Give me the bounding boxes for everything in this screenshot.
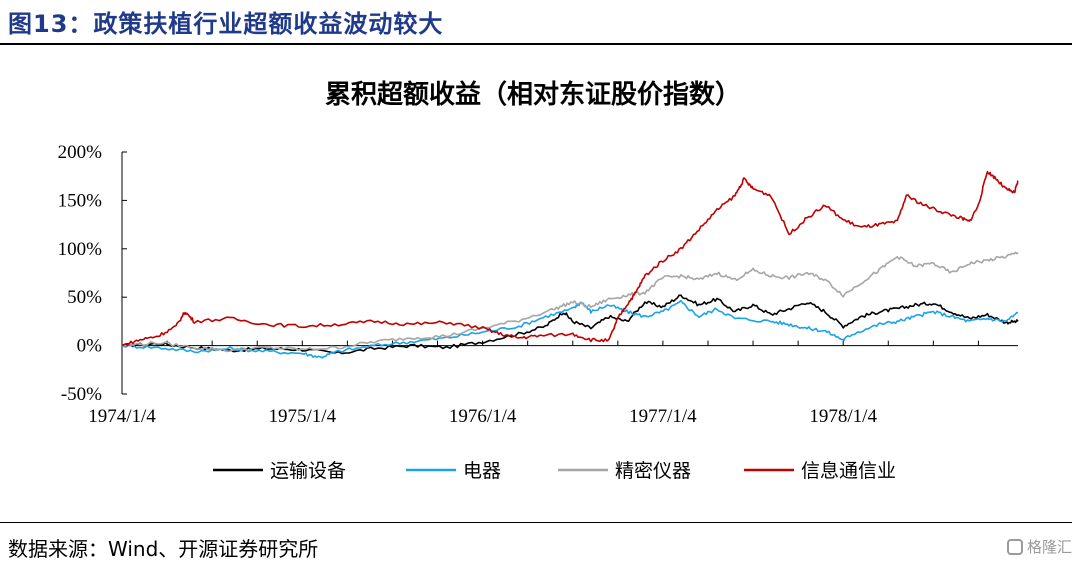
y-tick-label: 200% (58, 142, 103, 163)
x-tick-label: 1975/1/4 (269, 406, 337, 427)
bottom-divider (0, 522, 1072, 523)
x-tick-label: 1978/1/4 (809, 406, 877, 427)
legend-label: 电器 (463, 460, 501, 482)
chart-axes: 200% 150% 100% 50% 0% -50%1974/1/4 1975/1/4 197… (58, 142, 1018, 427)
figure-heading: 图13：政策扶植行业超额收益波动较大 (8, 10, 444, 38)
watermark-logo-icon (1006, 539, 1023, 555)
y-tick-label: 50% (67, 287, 102, 308)
legend-label: 精密仪器 (615, 460, 691, 482)
series-line-2 (121, 251, 1019, 353)
data-source-note: 数据来源：Wind、开源证券研究所 (8, 537, 319, 561)
chart-series (121, 170, 1019, 359)
line-chart: 累积超额收益（相对东证股价指数） 200%150%100%50%0%-50%19… (58, 79, 1019, 482)
series-line-1 (121, 299, 1019, 359)
legend-label: 信息通信业 (801, 460, 896, 482)
x-tick-label: 1976/1/4 (449, 406, 517, 427)
x-tick-label: 1977/1/4 (629, 406, 697, 427)
watermark-text: 格隆汇 (1026, 538, 1072, 556)
y-tick-label: 100% (58, 239, 103, 260)
legend-label: 运输设备 (270, 460, 346, 482)
x-tick-label: 1974/1/4 (88, 406, 156, 427)
series-line-3 (121, 170, 1019, 347)
y-tick-label: 0% (77, 336, 103, 357)
y-tick-label: -50% (61, 384, 102, 405)
chart-title: 累积超额收益（相对东证股价指数） (325, 79, 741, 110)
top-divider (0, 43, 1072, 45)
watermark: 格隆汇 (1006, 536, 1072, 557)
series-line-0 (121, 294, 1019, 355)
chart-legend: 运输设备 电器 精密仪器 信息通信业 (213, 460, 896, 482)
y-tick-label: 150% (58, 190, 103, 211)
